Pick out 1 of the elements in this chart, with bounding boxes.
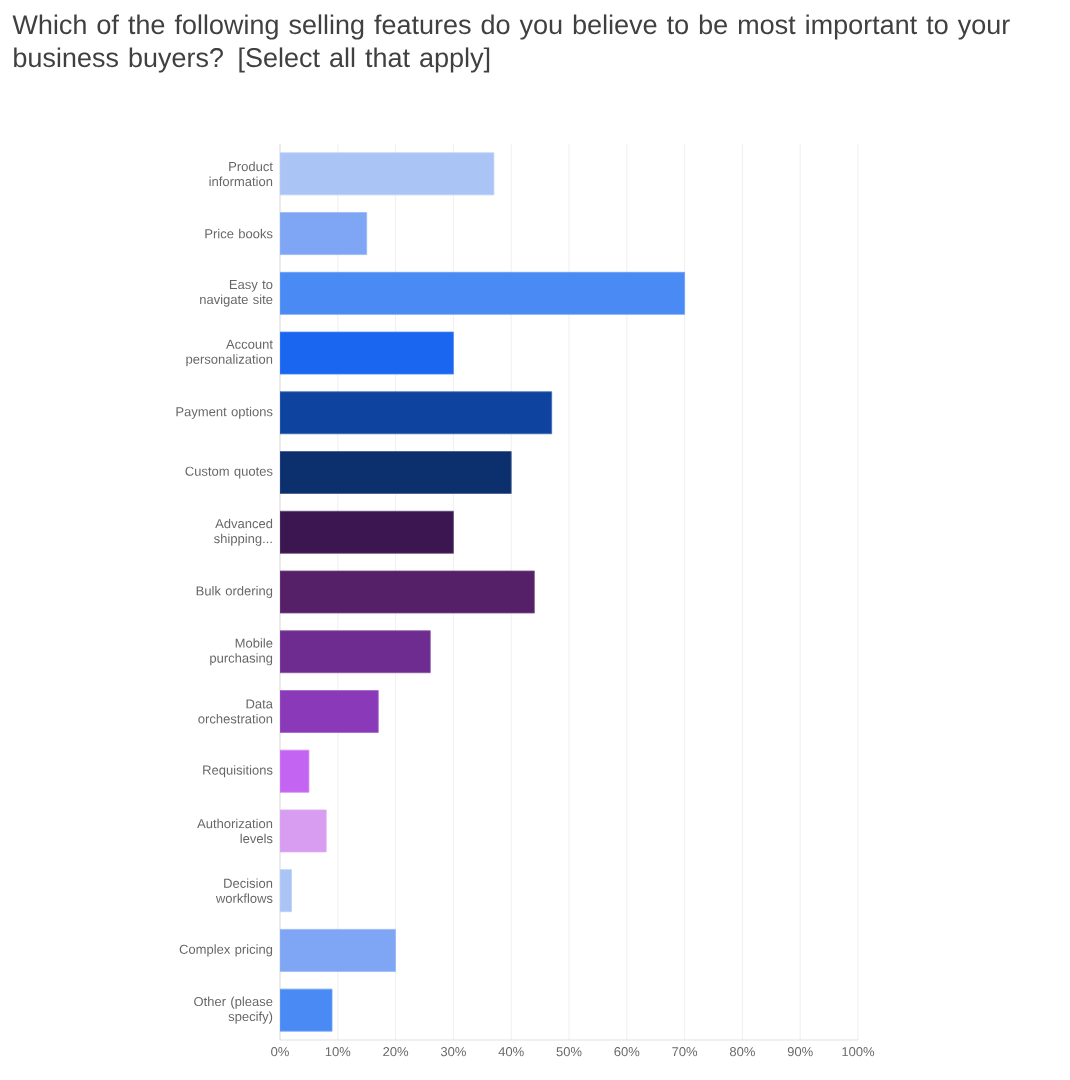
chart-title: Which of the following selling features do you believe to be most important to your business buyers? [Select all that apply] [12,14,1010,73]
